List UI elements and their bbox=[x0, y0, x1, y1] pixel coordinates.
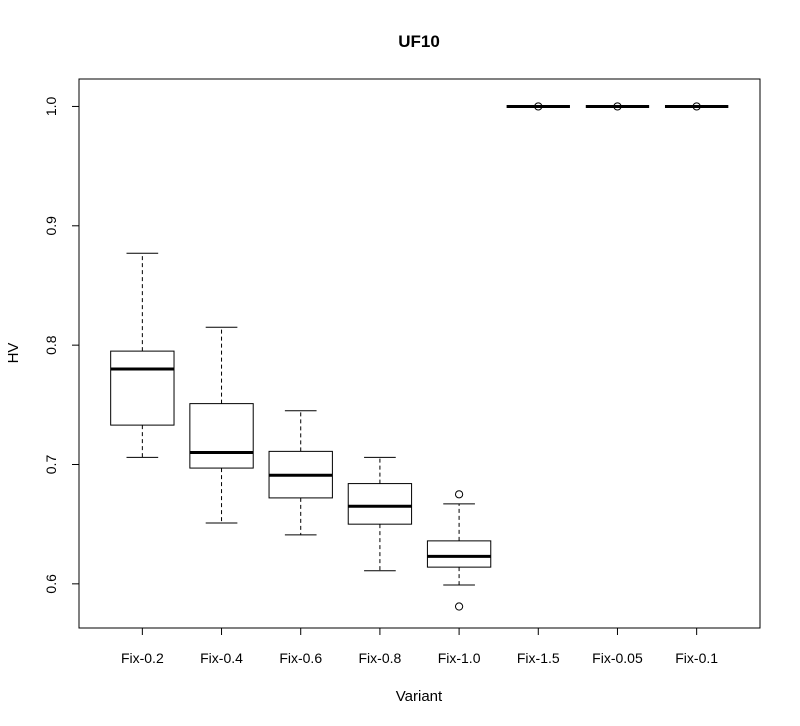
y-axis-label: HV bbox=[5, 343, 22, 364]
y-tick-label: 1.0 bbox=[43, 97, 59, 117]
x-tick-label: Fix-0.1 bbox=[675, 650, 718, 666]
x-tick-label: Fix-0.8 bbox=[359, 650, 402, 666]
box-fix-0-1 bbox=[664, 102, 729, 111]
x-tick-label: Fix-1.5 bbox=[517, 650, 560, 666]
box-fix-1-0 bbox=[426, 490, 492, 611]
chart-title: UF10 bbox=[398, 32, 440, 51]
outlier-point bbox=[613, 102, 622, 111]
outlier-point bbox=[534, 102, 543, 111]
box-fix-0-6 bbox=[268, 410, 333, 536]
x-tick-label: Fix-0.2 bbox=[121, 650, 164, 666]
box-iqr bbox=[347, 483, 413, 525]
outlier-point bbox=[692, 102, 701, 111]
x-axis: Fix-0.2 Fix-0.4 Fix-0.6 Fix-0.8 Fix-1.0 Fix-1… bbox=[121, 628, 718, 666]
y-axis: 0.6 0.7 0.8 0.9 1.0 bbox=[43, 97, 79, 594]
x-tick-label: Fix-0.4 bbox=[200, 650, 243, 666]
box-fix-0-4 bbox=[189, 326, 254, 524]
y-tick-label: 0.9 bbox=[43, 216, 59, 236]
box-iqr bbox=[110, 350, 175, 426]
x-tick-label: Fix-0.6 bbox=[279, 650, 322, 666]
x-tick-label: Fix-1.0 bbox=[438, 650, 481, 666]
box-fix-1-5 bbox=[506, 102, 570, 111]
box-iqr bbox=[426, 540, 492, 568]
x-axis-label: Variant bbox=[396, 688, 443, 705]
box-fix-0-2 bbox=[110, 252, 175, 458]
x-tick-label: Fix-0.05 bbox=[592, 650, 643, 666]
outlier-point bbox=[454, 490, 464, 499]
y-tick-label: 0.8 bbox=[43, 335, 59, 355]
box-fix-0-05 bbox=[585, 102, 650, 111]
y-tick-label: 0.7 bbox=[43, 455, 59, 475]
box-fix-0-8 bbox=[347, 456, 413, 572]
plot-frame bbox=[78, 78, 761, 629]
boxes-group bbox=[110, 102, 729, 611]
outlier-point bbox=[454, 602, 464, 611]
y-tick-label: 0.6 bbox=[43, 574, 59, 594]
box-iqr bbox=[189, 403, 254, 469]
